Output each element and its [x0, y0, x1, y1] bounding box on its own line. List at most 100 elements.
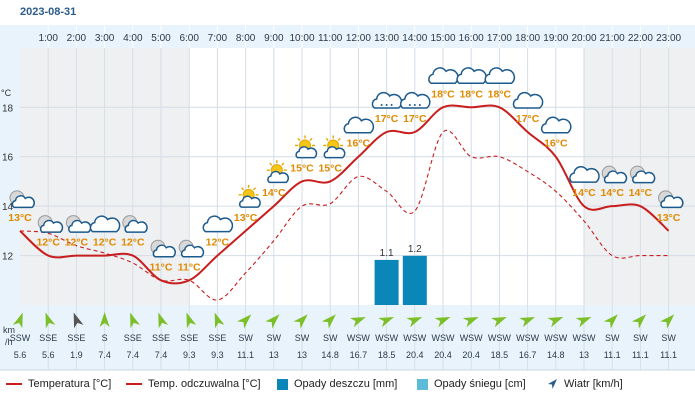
y-tick-label: 12 — [2, 252, 14, 263]
legend-rain: Opady deszczu [mm] — [277, 378, 397, 390]
wind-speed-label: 9.3 — [211, 350, 224, 360]
wind-arrow — [237, 314, 252, 329]
wind-speed-label: 20.4 — [462, 350, 480, 360]
hour-label: 23:00 — [656, 33, 681, 44]
feels-like-swatch — [126, 383, 142, 385]
sun-ray — [241, 187, 245, 191]
sun-ray — [309, 137, 313, 141]
wind-direction-label: SSE — [180, 333, 198, 343]
moon-cloud-icon — [37, 215, 64, 233]
temperature-label: 13°C — [657, 212, 681, 224]
temperature-label: 14°C — [262, 187, 286, 199]
wind-direction-label: SSE — [208, 333, 226, 343]
legend-wind: Wiatr [km/h] — [546, 378, 623, 390]
cloud-shape — [569, 165, 600, 183]
cloud-shape — [89, 215, 121, 233]
wind-direction-label: SSW — [10, 333, 31, 343]
hour-label: 3:00 — [95, 33, 115, 44]
temperature-label: 14°C — [600, 187, 624, 199]
wind-direction-label: WSW — [375, 333, 398, 343]
rain-drop — [385, 104, 388, 107]
wind-arrow — [491, 317, 507, 328]
cloud-icon — [569, 165, 600, 183]
sun-ray — [337, 137, 341, 141]
hour-label: 2:00 — [67, 33, 87, 44]
cloud-shape — [323, 146, 346, 159]
wind-speed-label: 14.8 — [321, 350, 339, 360]
cloud-shape — [512, 91, 544, 109]
temperature-label: 16°C — [347, 138, 371, 150]
wind-direction-label: SSE — [67, 333, 85, 343]
temperature-label: 17°C — [403, 113, 427, 125]
temperature-label: 14°C — [629, 187, 653, 199]
wind-arrow — [406, 317, 423, 328]
wind-arrow — [350, 317, 366, 328]
legend-feels-like-label: Temp. odczuwalna [°C] — [148, 378, 261, 390]
rain-label: 1.2 — [408, 244, 422, 255]
sun-ray — [253, 187, 257, 191]
hour-label: 5:00 — [151, 33, 171, 44]
cloud-shape — [124, 219, 148, 233]
cloud-icon — [89, 215, 121, 233]
wind-arrow — [45, 312, 56, 329]
wind-speed-label: 20.4 — [406, 350, 424, 360]
moon-cloud-icon — [178, 239, 205, 258]
wind-speed-label: 7.4 — [98, 350, 111, 360]
legend-rain-label: Opady deszczu [mm] — [294, 378, 398, 390]
cloud-shape — [632, 170, 656, 184]
forecast-date: 2023-08-31 — [20, 6, 77, 18]
y-unit-label: °C — [1, 88, 12, 98]
wind-speed-label: 13 — [269, 350, 279, 360]
legend-snow: Opady śniegu [cm] — [417, 378, 526, 390]
wind-direction-label: SW — [323, 333, 338, 343]
wind-direction-label: SW — [267, 333, 282, 343]
wind-arrow — [462, 317, 479, 328]
snow-swatch — [417, 378, 428, 390]
wind-speed-label: 11.1 — [660, 350, 677, 360]
moon-cloud-icon — [601, 165, 628, 184]
temperature-label: 16°C — [544, 138, 568, 150]
wind-direction-label: S — [102, 333, 108, 343]
wind-direction-label: WSW — [460, 333, 483, 343]
wind-direction-label: SW — [238, 333, 253, 343]
cloud-shape — [343, 116, 375, 134]
cloud-shape — [267, 170, 290, 184]
y-tick-label: 16 — [2, 153, 14, 164]
rain-drop — [418, 104, 421, 107]
rain-bar — [402, 255, 427, 305]
rain-drop — [390, 104, 393, 107]
wind-direction-label: SSE — [124, 333, 142, 343]
temperature-label: 14°C — [572, 187, 596, 199]
temperature-label: 18°C — [488, 88, 512, 100]
hour-label: 14:00 — [402, 33, 427, 44]
hour-label: 8:00 — [236, 33, 256, 44]
wind-arrow — [631, 314, 647, 329]
wind-speed-label: 1.9 — [70, 350, 83, 360]
wind-speed-label: 11.1 — [632, 350, 649, 360]
moon-cloud-icon — [122, 215, 148, 233]
wind-unit-band — [0, 305, 20, 370]
cloud-shape — [428, 67, 459, 85]
cloud-shape — [202, 215, 234, 233]
wind-unit-label: /h — [5, 337, 13, 347]
cloud-icon — [202, 215, 234, 233]
wind-speed-label: 18.5 — [378, 350, 396, 360]
wind-speed-label: 20.4 — [434, 350, 452, 360]
wind-speed-label: 5.6 — [42, 350, 55, 360]
legend-temperature: Temperatura [°C] — [6, 378, 111, 390]
hour-label: 1:00 — [38, 33, 58, 44]
temperature-label: 17°C — [375, 113, 399, 125]
wind-arrow — [519, 317, 536, 328]
wind-direction-label: SSE — [39, 333, 57, 343]
rain-bar — [374, 259, 399, 305]
wind-speed-label: 16.7 — [350, 350, 368, 360]
cloud-shape — [660, 195, 684, 209]
y-tick-label: 14 — [2, 202, 14, 213]
hour-label: 21:00 — [600, 33, 625, 44]
hour-label: 19:00 — [543, 33, 568, 44]
wind-arrow — [99, 312, 110, 327]
hour-label: 16:00 — [459, 33, 484, 44]
wind-arrow — [547, 317, 564, 328]
